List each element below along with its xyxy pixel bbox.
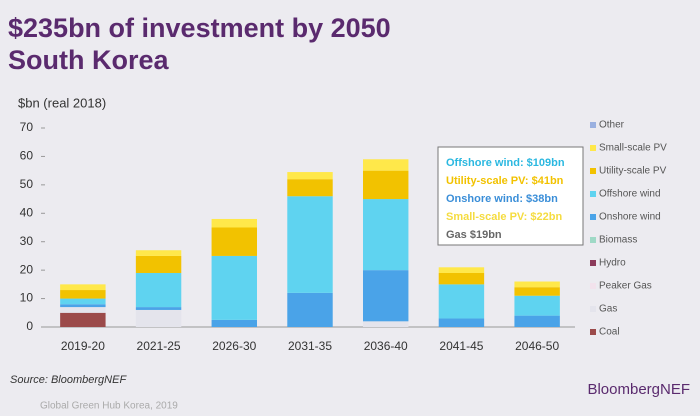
annotation: Onshore wind: $38bn: [446, 193, 558, 205]
bar-segment: [60, 312, 106, 327]
y-tick-label: 60: [20, 149, 34, 163]
annotation: Gas $19bn: [446, 229, 502, 241]
y-tick-label: 0: [26, 319, 33, 333]
bar-segment: [363, 199, 409, 271]
legend-swatch: [590, 122, 596, 128]
x-tick-label: 2021-25: [137, 339, 181, 353]
x-tick-label: 2041-45: [439, 339, 483, 353]
bar-segment: [60, 284, 106, 291]
legend-label: Onshore wind: [599, 212, 661, 223]
bar-segment: [438, 272, 485, 285]
legend-swatch: [590, 191, 596, 197]
bar-segment: [135, 307, 182, 310]
legend-swatch: [590, 329, 596, 335]
y-tick-label: 50: [20, 177, 34, 191]
bar-segment: [135, 255, 182, 273]
legend-swatch: [590, 145, 596, 151]
legend-label: Gas: [599, 304, 617, 315]
legend-swatch: [590, 168, 596, 174]
bar-segment: [287, 172, 333, 180]
legend-label: Biomass: [599, 235, 637, 246]
x-tick-label: 2019-20: [61, 339, 105, 353]
legend-label: Utility-scale PV: [599, 166, 667, 177]
bar-segment: [60, 298, 106, 305]
bar-segment: [211, 255, 257, 320]
bar-segment: [211, 319, 257, 327]
bar-segment: [363, 321, 409, 327]
bar-segment: [287, 196, 333, 293]
bar-segment: [363, 170, 409, 200]
legend-swatch: [590, 306, 596, 312]
legend-label: Coal: [599, 327, 620, 338]
bar-segment: [438, 318, 485, 327]
legend-swatch: [590, 283, 596, 289]
legend-swatch: [590, 214, 596, 220]
bar-segment: [60, 304, 106, 308]
bar-segment: [514, 315, 560, 327]
source: Source: BloombergNEF: [10, 374, 127, 386]
bar-segment: [363, 159, 409, 171]
annotation-box: [437, 146, 584, 246]
brand: BloombergNEF: [587, 381, 690, 398]
x-tick-label: 2046-50: [515, 339, 559, 353]
bar-segment: [287, 179, 333, 197]
y-tick-label: 70: [20, 120, 34, 134]
annotation: Small-scale PV: $22bn: [446, 211, 562, 223]
legend-label: Small-scale PV: [599, 143, 667, 154]
legend-label: Hydro: [599, 258, 626, 269]
y-tick-label: 20: [20, 262, 34, 276]
annotation: Utility-scale PV: $41bn: [446, 175, 564, 187]
footer: Global Green Hub Korea, 2019: [40, 401, 178, 412]
bar-segment: [211, 227, 257, 256]
y-tick-label: 40: [20, 205, 34, 219]
bar-segment: [60, 307, 106, 313]
y-axis-label: $bn (real 2018): [18, 95, 106, 110]
x-tick-label: 2031-35: [288, 339, 332, 353]
y-tick-label: 10: [20, 291, 34, 305]
bar-segment: [514, 281, 560, 288]
bar-segment: [60, 290, 106, 299]
x-tick-label: 2026-30: [212, 339, 256, 353]
bar-segment: [438, 284, 485, 319]
bar-segment: [135, 272, 182, 308]
x-tick-label: 2036-40: [364, 339, 408, 353]
legend-swatch: [590, 237, 596, 243]
legend-label: Offshore wind: [599, 189, 661, 200]
bar-segment: [135, 309, 182, 327]
legend-label: Other: [599, 120, 625, 131]
y-tick-label: 30: [20, 234, 34, 248]
chart-title: $235bn of investment by 2050: [8, 13, 391, 43]
bar-segment: [287, 292, 333, 327]
legend-label: Peaker Gas: [599, 281, 652, 292]
bar-segment: [211, 218, 257, 228]
bar-segment: [135, 250, 182, 256]
bar-segment: [438, 267, 485, 273]
chart-subtitle: South Korea: [8, 45, 169, 75]
bar-segment: [363, 270, 409, 322]
annotation: Offshore wind: $109bn: [446, 157, 565, 169]
bar-segment: [514, 287, 560, 296]
bar-segment: [514, 295, 560, 316]
legend-swatch: [590, 260, 596, 266]
